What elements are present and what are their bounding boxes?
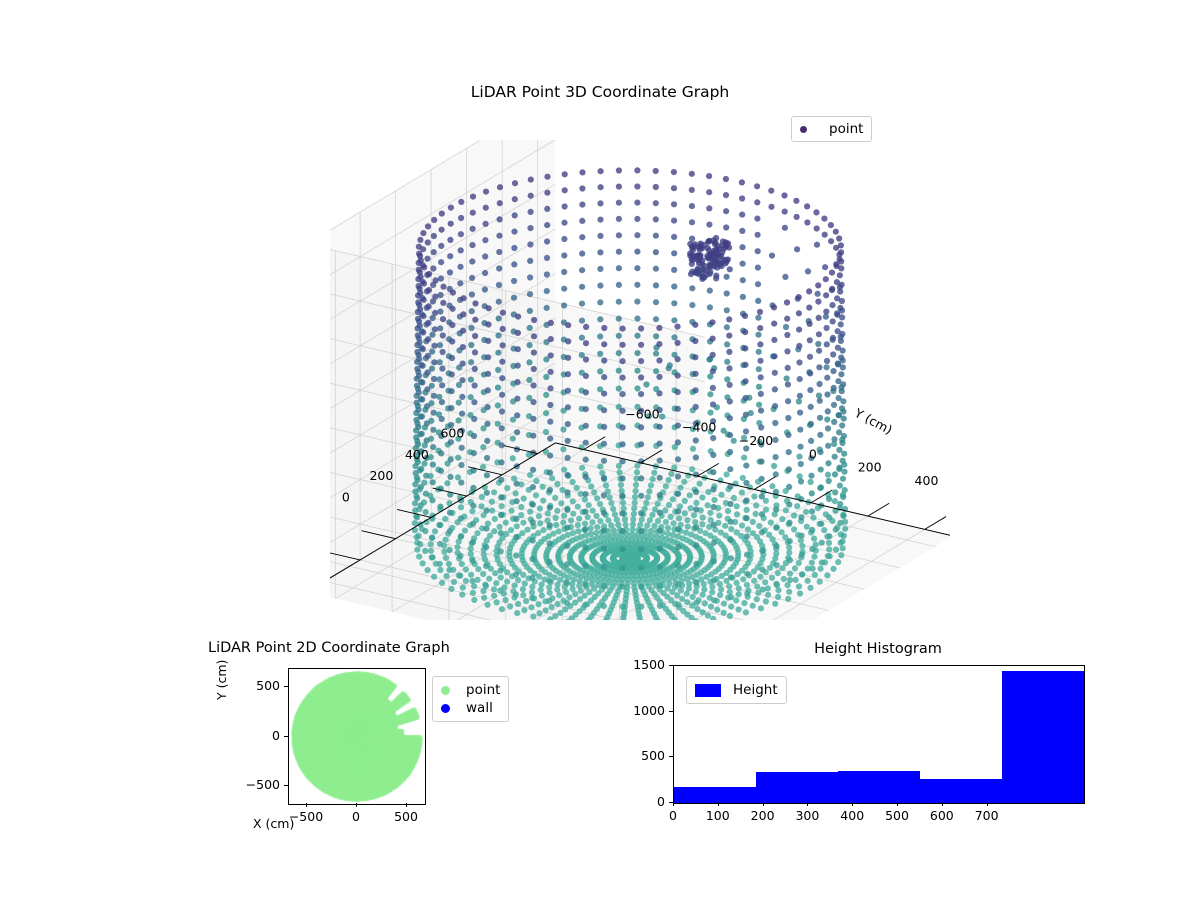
histogram-bar bbox=[674, 787, 756, 803]
histogram-xtick-label: 100 bbox=[702, 808, 734, 823]
histogram-bar bbox=[920, 779, 1002, 803]
svg-text:−600: −600 bbox=[625, 406, 659, 421]
plot2d-ytick bbox=[284, 785, 288, 786]
histogram-ytick-label: 1500 bbox=[619, 657, 665, 672]
plot3d-legend: point bbox=[791, 116, 872, 142]
plot2d-ytick bbox=[284, 686, 288, 687]
histogram-ytick bbox=[669, 756, 673, 757]
svg-text:200: 200 bbox=[858, 460, 882, 475]
histogram-bar bbox=[838, 771, 920, 803]
histogram-xtick-label: 300 bbox=[791, 808, 823, 823]
plot2d-ytick-label: −500 bbox=[234, 777, 280, 792]
svg-text:600: 600 bbox=[440, 426, 464, 441]
histogram-title: Height Histogram bbox=[673, 641, 1083, 657]
histogram-xtick-label: 200 bbox=[747, 808, 779, 823]
legend-label-point: point bbox=[466, 682, 500, 698]
plot2d-canvas bbox=[289, 669, 425, 804]
plot2d-xtick-label: −500 bbox=[282, 809, 330, 824]
legend-item-height: Height bbox=[695, 681, 778, 699]
histogram-xtick bbox=[897, 802, 898, 806]
histogram-xtick bbox=[718, 802, 719, 806]
legend-label-wall: wall bbox=[466, 700, 493, 716]
histogram-ytick-label: 500 bbox=[619, 748, 665, 763]
histogram-xtick bbox=[987, 802, 988, 806]
histogram-xtick-label: 600 bbox=[926, 808, 958, 823]
histogram-legend: Height bbox=[686, 676, 787, 704]
svg-text:200: 200 bbox=[369, 468, 393, 483]
histogram-ytick-label: 0 bbox=[619, 794, 665, 809]
legend-marker-point-icon bbox=[800, 126, 807, 133]
histogram-xtick-label: 500 bbox=[881, 808, 913, 823]
svg-text:400: 400 bbox=[405, 447, 429, 462]
plot2d-axes bbox=[288, 668, 426, 805]
plot2d-ytick bbox=[284, 736, 288, 737]
histogram-xtick bbox=[942, 802, 943, 806]
histogram-ytick-label: 1000 bbox=[619, 703, 665, 718]
histogram-xtick bbox=[807, 802, 808, 806]
plot2d-legend: point wall bbox=[432, 676, 509, 722]
plot2d-xtick bbox=[406, 803, 407, 807]
plot3d-canvas: −600−400−2000200400600−600−400−200020040… bbox=[330, 140, 950, 620]
histogram-bar bbox=[756, 772, 838, 803]
plot2d-title: LiDAR Point 2D Coordinate Graph bbox=[208, 640, 508, 656]
histogram-xtick-label: 0 bbox=[657, 808, 689, 823]
legend-marker-point-icon bbox=[441, 686, 450, 695]
svg-text:400: 400 bbox=[915, 473, 939, 488]
plot2d-xtick bbox=[306, 803, 307, 807]
svg-text:−200: −200 bbox=[739, 433, 773, 448]
histogram-ytick bbox=[669, 665, 673, 666]
svg-text:0: 0 bbox=[809, 446, 817, 461]
svg-text:0: 0 bbox=[342, 489, 350, 504]
histogram-xtick bbox=[763, 802, 764, 806]
legend-item-point: point bbox=[441, 681, 500, 699]
legend-label-point: point bbox=[829, 121, 863, 137]
plot2d-xtick bbox=[356, 803, 357, 807]
legend-label-height: Height bbox=[733, 682, 778, 698]
plot3d-axes: −600−400−2000200400600−600−400−200020040… bbox=[330, 140, 950, 620]
plot2d-xtick-label: 0 bbox=[332, 809, 380, 824]
legend-marker-height-icon bbox=[695, 684, 721, 697]
histogram-xtick bbox=[673, 802, 674, 806]
legend-item-point: point bbox=[800, 120, 863, 138]
plot2d-ytick-label: 500 bbox=[234, 678, 280, 693]
histogram-xtick-label: 700 bbox=[971, 808, 1003, 823]
histogram-xtick-label: 400 bbox=[836, 808, 868, 823]
svg-text:Y (cm): Y (cm) bbox=[851, 405, 895, 438]
plot2d-ytick-label: 0 bbox=[234, 728, 280, 743]
histogram-bar bbox=[1002, 671, 1084, 803]
histogram-xtick bbox=[852, 802, 853, 806]
plot2d-ylabel: Y (cm) bbox=[214, 660, 229, 700]
legend-marker-wall-icon bbox=[441, 704, 450, 713]
plot2d-xtick-label: 500 bbox=[382, 809, 430, 824]
histogram-ytick bbox=[669, 711, 673, 712]
histogram-ytick bbox=[669, 802, 673, 803]
legend-item-wall: wall bbox=[441, 699, 500, 717]
plot3d-title: LiDAR Point 3D Coordinate Graph bbox=[0, 83, 1200, 101]
matplotlib-figure: LiDAR Point 3D Coordinate Graph point −6… bbox=[0, 0, 1200, 900]
svg-text:−400: −400 bbox=[682, 420, 716, 435]
